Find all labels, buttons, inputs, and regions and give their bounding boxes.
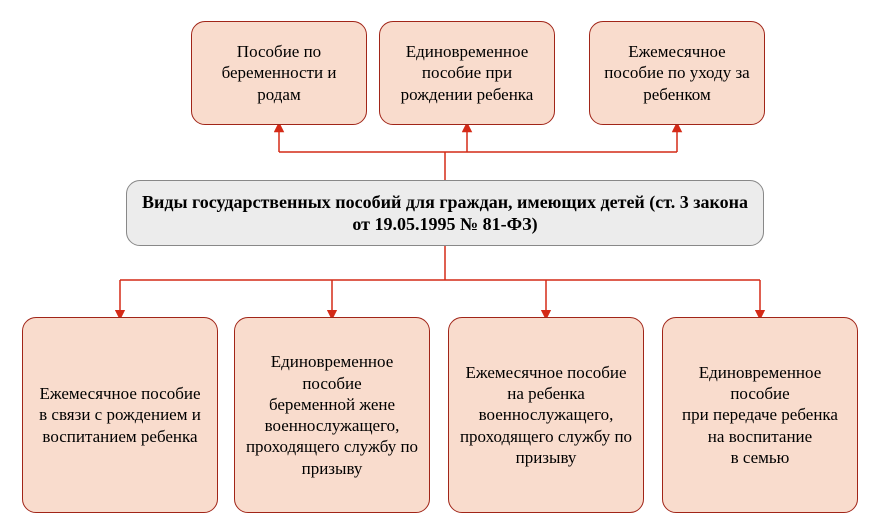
node-label: Единовременное пособие при рождении ребе…: [390, 41, 544, 105]
node-top-2: Единовременное пособие при рождении ребе…: [379, 21, 555, 125]
node-label: Виды государственных пособий для граждан…: [137, 191, 753, 236]
node-bottom-2: Единовременное пособиебеременной жене во…: [234, 317, 430, 513]
node-bottom-1: Ежемесячное пособиев связи с рождением и…: [22, 317, 218, 513]
node-label: Ежемесячное пособие на ребенка военнослу…: [459, 362, 633, 468]
node-bottom-3: Ежемесячное пособие на ребенка военнослу…: [448, 317, 644, 513]
node-label: Единовременное пособиебеременной жене во…: [245, 351, 419, 479]
node-label: Единовременное пособиепри передаче ребен…: [673, 362, 847, 468]
node-label: Пособие по беременности и родам: [202, 41, 356, 105]
node-top-3: Ежемесячное пособие по уходу за ребенком: [589, 21, 765, 125]
diagram-canvas: Пособие по беременности и родам Единовре…: [0, 0, 884, 532]
node-center: Виды государственных пособий для граждан…: [126, 180, 764, 246]
node-bottom-4: Единовременное пособиепри передаче ребен…: [662, 317, 858, 513]
node-label: Ежемесячное пособиев связи с рождением и…: [33, 383, 207, 447]
node-top-1: Пособие по беременности и родам: [191, 21, 367, 125]
node-label: Ежемесячное пособие по уходу за ребенком: [600, 41, 754, 105]
